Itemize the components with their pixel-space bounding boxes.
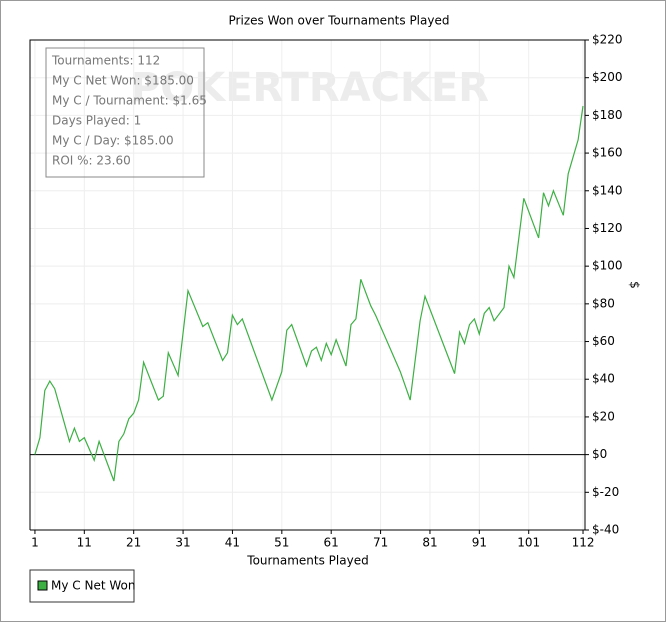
y-tick-label: $120 [592,221,623,235]
y-tick-label: $220 [592,33,623,47]
x-tick-label: 41 [225,536,240,550]
y-tick-label: $140 [592,183,623,197]
legend-swatch [37,580,48,591]
y-tick-label: $-40 [592,523,619,537]
info-line: Tournaments: 112 [51,54,160,68]
y-tick-label: $0 [592,447,607,461]
y-tick-label: $80 [592,296,615,310]
y-tick-label: $40 [592,372,615,386]
y-tick-label: $-20 [592,485,619,499]
x-tick-label: 61 [324,536,339,550]
info-line: Days Played: 1 [52,114,141,128]
info-line: My C / Tournament: $1.65 [52,94,207,108]
watermark: POKERTRACKER [131,65,489,111]
info-line: ROI %: 23.60 [52,154,131,168]
info-box-frame [45,47,205,178]
x-tick-label: 21 [126,536,141,550]
info-line: My C Net Won: $185.00 [52,74,194,88]
y-tick-label: $160 [592,146,623,160]
line-series [34,105,584,482]
chart-title: Prizes Won over Tournaments Played [229,14,450,28]
y-tick-label: $60 [592,334,615,348]
x-tick-label: 31 [175,536,190,550]
x-tick-label: 81 [422,536,437,550]
x-tick-label: 11 [77,536,92,550]
y-tick-label: $200 [592,70,623,84]
y-tick-label: $100 [592,259,623,273]
x-tick-label: 51 [274,536,289,550]
info-box: Tournaments: 112 My C Net Won: $185.00 My … [45,47,207,178]
x-tick-label: 71 [373,536,388,550]
x-tick-label: 112 [572,536,595,550]
legend-label: My C Net Won [51,579,135,593]
x-tick-label: 1 [31,536,39,550]
x-tick-label: 91 [472,536,487,550]
plot-border [29,39,586,531]
info-line: My C / Day: $185.00 [52,134,174,148]
x-tick-label: 101 [517,536,540,550]
y-axis-label: $ [628,281,642,289]
y-tick-label: $180 [592,108,623,122]
x-axis-label: Tournaments Played [246,554,368,568]
y-tick-label: $20 [592,409,615,423]
